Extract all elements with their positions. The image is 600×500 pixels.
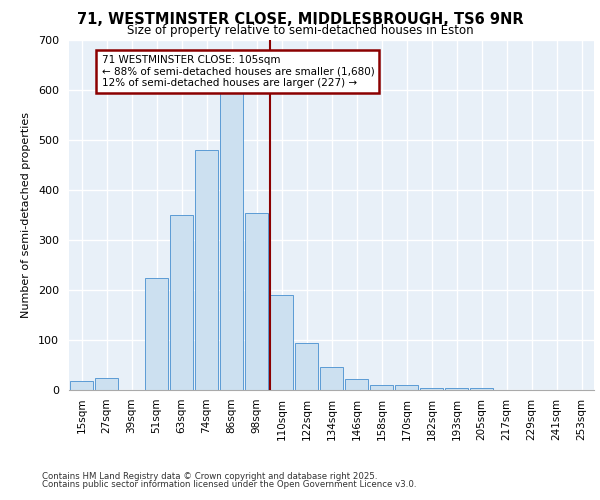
- Bar: [70, 381, 93, 390]
- Text: 71, WESTMINSTER CLOSE, MIDDLESBROUGH, TS6 9NR: 71, WESTMINSTER CLOSE, MIDDLESBROUGH, TS…: [77, 12, 523, 28]
- Bar: [270, 295, 293, 390]
- Bar: [420, 388, 443, 390]
- Y-axis label: Number of semi-detached properties: Number of semi-detached properties: [21, 112, 31, 318]
- Text: Size of property relative to semi-detached houses in Eston: Size of property relative to semi-detach…: [127, 24, 473, 37]
- Bar: [295, 342, 318, 390]
- Bar: [220, 70, 243, 390]
- Bar: [195, 150, 218, 390]
- Bar: [345, 379, 368, 390]
- Bar: [370, 385, 393, 390]
- Text: Contains HM Land Registry data © Crown copyright and database right 2025.: Contains HM Land Registry data © Crown c…: [42, 472, 377, 481]
- Bar: [95, 378, 118, 390]
- Bar: [145, 278, 168, 390]
- Text: Contains public sector information licensed under the Open Government Licence v3: Contains public sector information licen…: [42, 480, 416, 489]
- Bar: [170, 215, 193, 390]
- Bar: [470, 388, 493, 390]
- Bar: [245, 212, 268, 390]
- Text: 71 WESTMINSTER CLOSE: 105sqm
← 88% of semi-detached houses are smaller (1,680)
1: 71 WESTMINSTER CLOSE: 105sqm ← 88% of se…: [101, 55, 374, 88]
- Bar: [445, 388, 468, 390]
- Bar: [320, 366, 343, 390]
- Bar: [395, 385, 418, 390]
